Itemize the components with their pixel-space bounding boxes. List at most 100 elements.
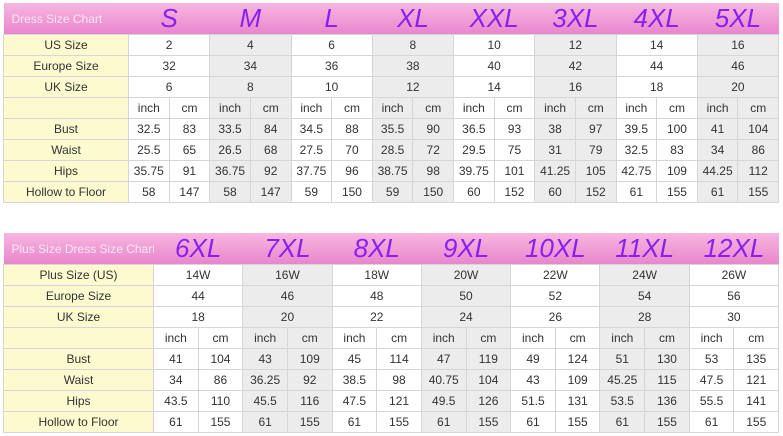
size-value: 46 [242,285,333,307]
size-label: XXL [453,3,535,35]
measure-value: 34.5 [290,118,333,140]
row-label: Waist [3,139,129,161]
measure-value: 42.75 [615,160,658,182]
size-label: 8XL [332,233,422,265]
size-label: 11XL [599,233,690,265]
measure-value: 147 [249,181,292,203]
size-value: 52 [510,285,601,307]
measure-value: 124 [554,348,601,370]
unit-inch: inch [534,97,576,119]
measure-value: 61 [420,411,467,433]
measure-value: 39.5 [615,118,658,140]
unit-cm: cm [197,327,244,349]
unit-cm: cm [331,97,373,119]
measure-value: 38 [534,118,576,140]
measure-value: 37.75 [290,160,333,182]
size-value: 44 [615,55,698,77]
unit-inch: inch [242,327,288,349]
size-value: 46 [696,55,780,77]
size-value: 48 [331,285,422,307]
measure-value: 112 [737,160,780,182]
measure-value: 61 [599,411,646,433]
unit-inch: inch [420,327,467,349]
unit-inch: inch [599,327,646,349]
measure-value: 65 [168,139,211,161]
measure-value: 152 [574,181,617,203]
measure-value: 155 [465,411,512,433]
size-value: 26 [510,306,601,328]
measure-value: 109 [286,348,333,370]
size-value: 10 [453,34,536,56]
measure-value: 59 [371,181,414,203]
measure-value: 104 [197,348,244,370]
row-label: Waist [3,369,154,391]
measure-value: 43 [510,369,556,391]
size-label: L [291,3,373,35]
measure-value: 49.5 [420,390,467,412]
size-label: 10XL [510,233,600,265]
unit-inch: inch [453,97,495,119]
size-label: 5XL [697,3,779,35]
unit-inch: inch [696,97,739,119]
row-label [3,97,129,119]
unit-inch: inch [371,97,414,119]
size-value: 24W [599,264,690,286]
table-row: Hollow to Floor 58 147 58 147 59 150 59 150 60 152… [3,181,780,203]
size-value: 14 [453,76,536,98]
size-value: 44 [152,285,244,307]
measure-value: 35.75 [128,160,170,182]
size-value: 20 [696,76,780,98]
size-label: 7XL [242,233,333,265]
measure-value: 61 [688,411,735,433]
measure-value: 44.25 [696,160,739,182]
size-label: 9XL [421,233,511,265]
measure-value: 75 [493,139,536,161]
measure-value: 61 [153,411,199,433]
row-label: Hips [3,160,129,182]
measure-value: 152 [493,181,536,203]
measure-value: 61 [615,181,658,203]
size-value: 16 [696,34,780,56]
measure-value: 155 [376,411,422,433]
row-label: Plus Size (US) [3,264,154,286]
size-value: 18 [152,306,244,328]
size-value: 36 [290,55,373,77]
size-label: XL [372,3,454,35]
unit-inch: inch [290,97,333,119]
measure-value: 86 [197,369,244,391]
unit-cm: cm [644,327,690,349]
measure-value: 92 [249,160,292,182]
size-value: 12 [534,34,617,56]
row-label: Bust [3,348,154,370]
measure-value: 121 [376,390,422,412]
table-row: Plus Size (US) 14W 16W 18W 20W 22W 24W 26W [3,264,780,286]
measure-value: 155 [554,411,601,433]
unit-cm: cm [286,327,333,349]
unit-cm: cm [574,97,617,119]
measure-value: 61 [696,181,739,203]
measure-value: 119 [465,348,512,370]
measure-value: 41 [153,348,199,370]
measure-value: 98 [376,369,422,391]
measure-value: 39.75 [453,160,495,182]
measure-value: 47.5 [331,390,378,412]
measure-value: 40.75 [420,369,467,391]
measure-value: 109 [554,369,601,391]
measure-value: 88 [331,118,373,140]
unit-cm: cm [656,97,698,119]
row-label: Europe Size [3,55,129,77]
measure-value: 38.75 [371,160,414,182]
measure-value: 109 [656,160,698,182]
measure-value: 32.5 [615,139,658,161]
size-value: 38 [371,55,455,77]
unit-row: inch cm inch cm inch cm inch cm inch cm inch cm inch… [3,327,780,349]
size-label: M [209,3,292,35]
table-row: Waist 34 86 36.25 92 38.5 98 40.75 104 43 109 45.25… [3,369,780,391]
size-value: 56 [688,285,780,307]
size-value: 26W [688,264,780,286]
measure-value: 79 [574,139,617,161]
measure-value: 28.5 [371,139,414,161]
measure-value: 83 [656,139,698,161]
unit-cm: cm [376,327,422,349]
size-value: 20 [242,306,333,328]
